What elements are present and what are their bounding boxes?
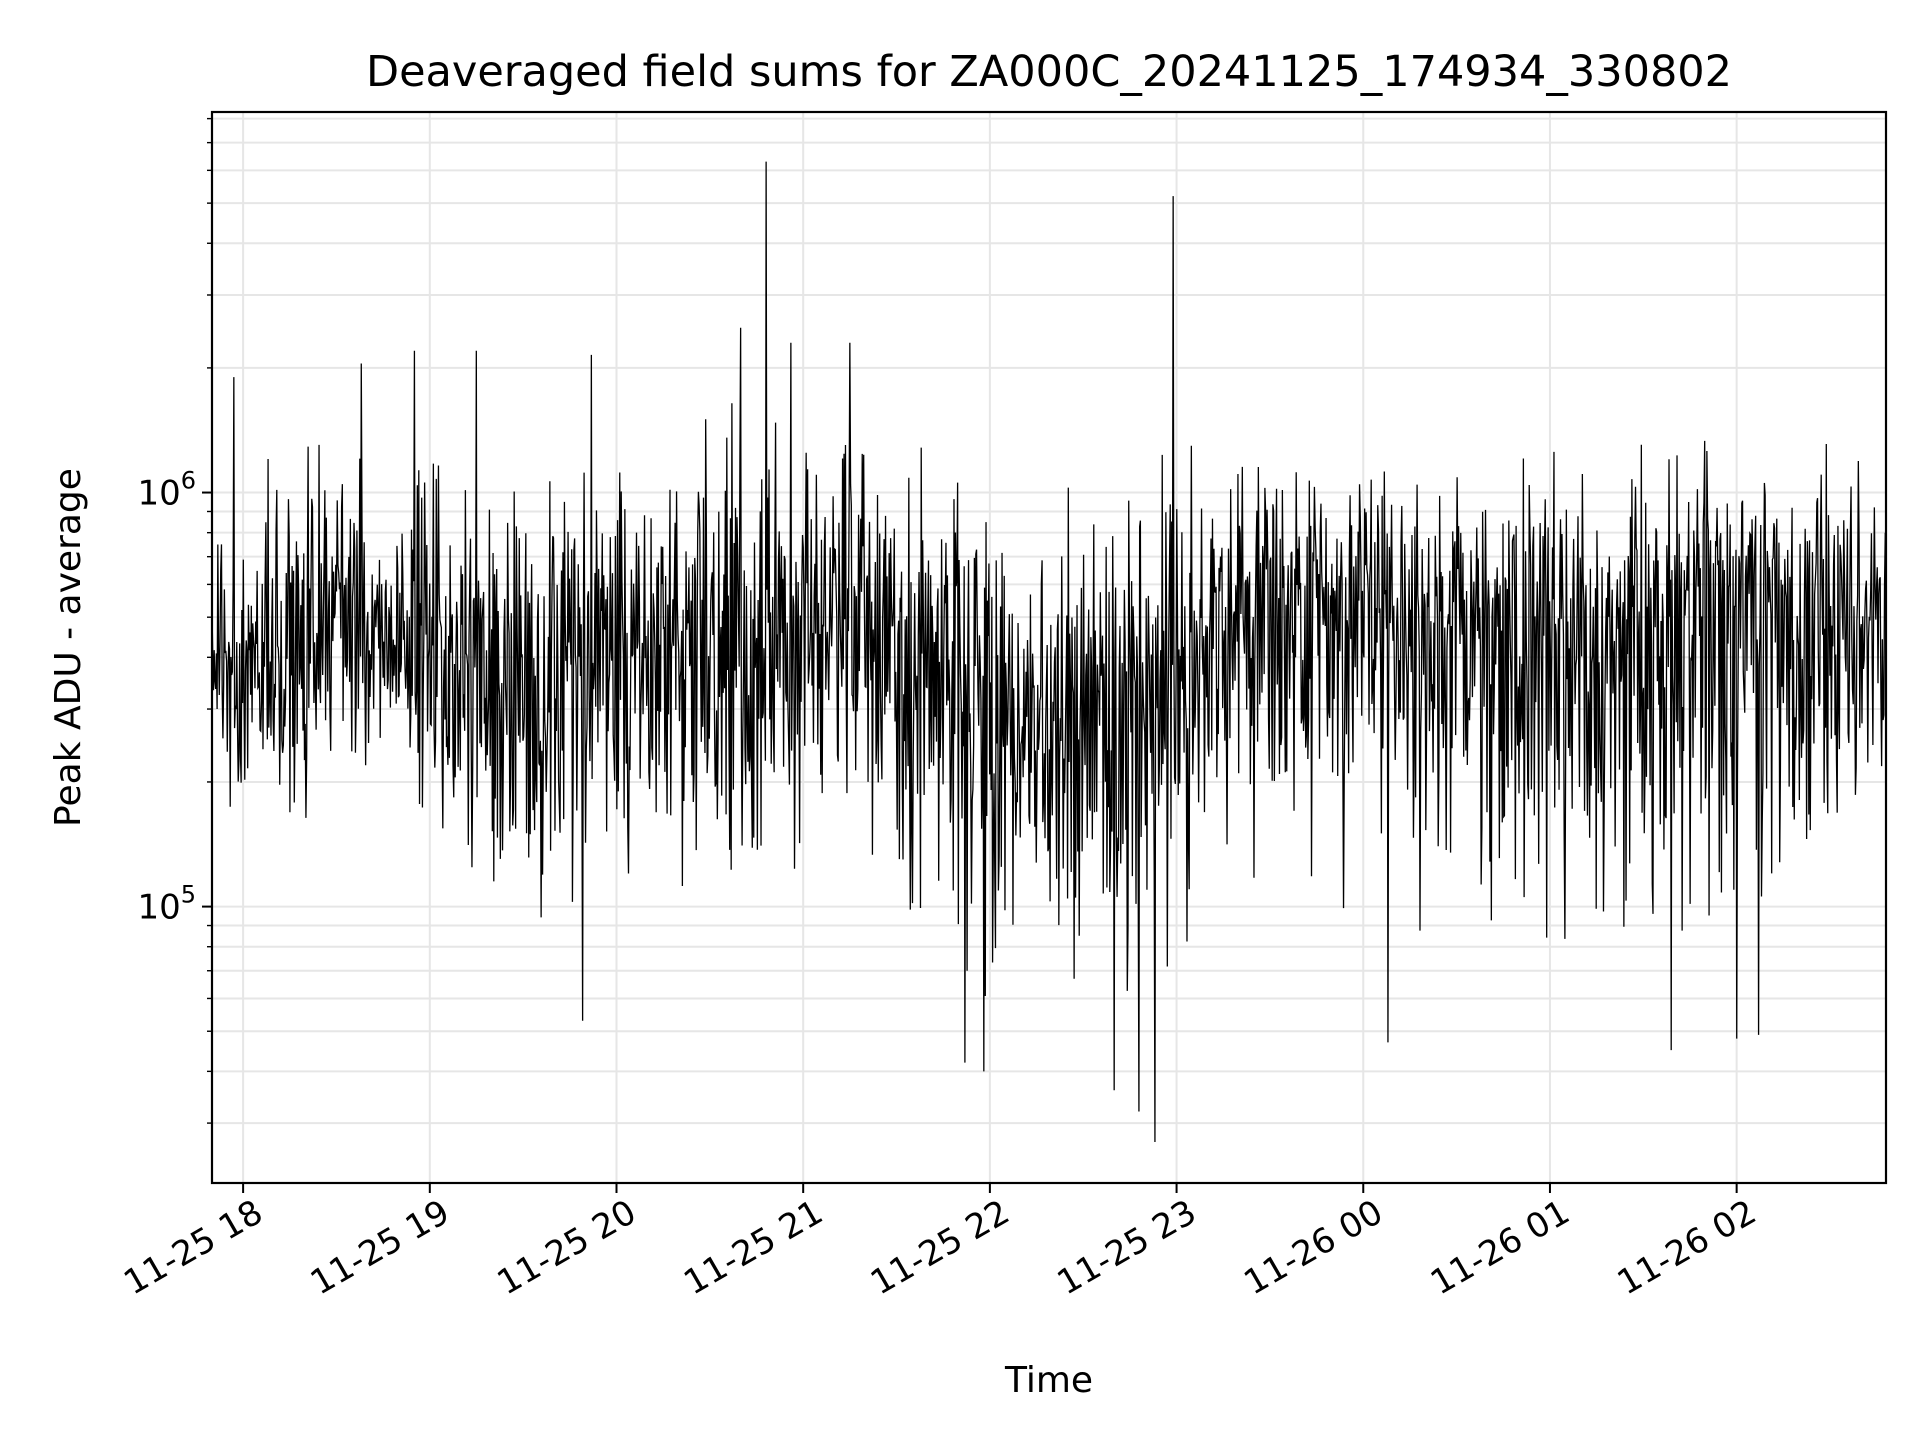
x-tick-label: 11-26 00 (1237, 1192, 1389, 1303)
plot-frame (210, 110, 1888, 1185)
data-series-line (211, 161, 1887, 1143)
y-axis-label: Peak ADU - average (48, 468, 89, 827)
x-tick-label: 11-25 20 (491, 1192, 643, 1303)
x-tick-label: 11-25 21 (677, 1192, 829, 1303)
x-tick-label: 11-26 01 (1424, 1192, 1576, 1303)
x-tick-label: 11-25 18 (117, 1192, 269, 1303)
plot-area (211, 161, 1887, 1143)
y-tick-label: 106 (137, 467, 196, 514)
x-tick-label: 11-25 23 (1051, 1192, 1203, 1303)
x-axis-label: Time (1004, 1360, 1093, 1401)
y-axis: 105 106 (137, 117, 212, 1124)
x-axis: 11-25 18 11-25 19 11-25 20 11-25 21 11-25 22… (117, 1183, 1763, 1303)
chart-title: Deaveraged field sums for ZA000C_2024112… (366, 47, 1732, 97)
x-tick-label: 11-25 19 (304, 1192, 456, 1303)
x-tick-label: 11-25 22 (864, 1192, 1016, 1303)
x-tick-label: 11-26 02 (1611, 1192, 1763, 1303)
y-tick-label: 105 (137, 881, 196, 928)
